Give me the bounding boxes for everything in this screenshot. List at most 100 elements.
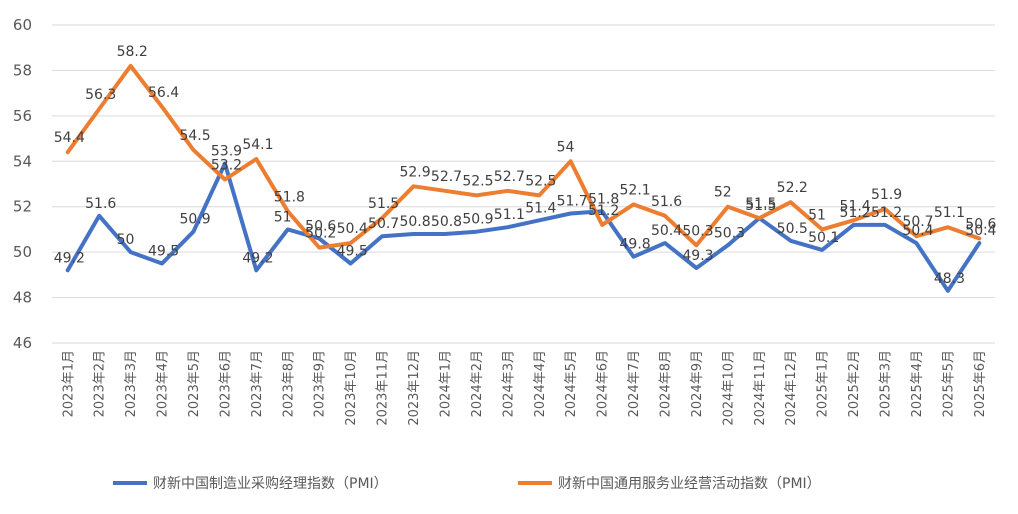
x-tick-label: 2023年4月 — [156, 350, 171, 417]
x-tick-label: 2025年6月 — [973, 350, 988, 417]
data-label-services: 51.5 — [745, 196, 776, 212]
data-label-services: 56.3 — [85, 87, 116, 103]
y-tick-label: 50 — [13, 243, 32, 261]
series-lines — [65, 63, 982, 293]
data-label-manufacturing: 50.9 — [179, 212, 210, 228]
legend-label-manufacturing: 财新中国制造业采购经理指数（PMI） — [153, 476, 388, 492]
data-label-manufacturing: 50 — [117, 232, 135, 248]
data-label-services: 52.5 — [462, 173, 493, 189]
data-label-services: 52.7 — [431, 169, 462, 185]
data-label-services: 51.9 — [871, 187, 902, 203]
x-tick-label: 2023年3月 — [124, 350, 139, 417]
x-tick-label: 2023年12月 — [407, 350, 422, 426]
data-label-services: 54.4 — [54, 130, 85, 146]
data-label-services: 54.1 — [242, 137, 273, 153]
data-label-manufacturing: 51.8 — [588, 191, 619, 207]
data-label-services: 51.5 — [368, 196, 399, 212]
data-label-manufacturing: 49.2 — [242, 250, 273, 266]
data-label-services: 52.1 — [620, 182, 651, 198]
data-label-services: 51.8 — [274, 189, 305, 205]
y-axis-ticks: 46 48 50 52 54 56 58 60 — [13, 16, 32, 352]
data-label-manufacturing: 50.9 — [462, 212, 493, 228]
data-label-services: 51.1 — [934, 205, 965, 221]
x-tick-label: 2024年4月 — [533, 350, 548, 417]
x-tick-label: 2024年11月 — [753, 350, 768, 426]
x-tick-label: 2023年6月 — [218, 350, 233, 417]
data-label-services: 52.5 — [525, 173, 556, 189]
data-label-services: 52 — [714, 185, 732, 201]
y-tick-label: 58 — [13, 61, 32, 79]
y-tick-label: 60 — [13, 16, 32, 34]
data-label-manufacturing: 51.5 — [745, 198, 776, 214]
data-label-services: 56.4 — [148, 85, 179, 101]
data-label-services: 53.2 — [211, 157, 242, 173]
series-line-services — [65, 63, 982, 250]
x-tick-label: 2023年5月 — [187, 350, 202, 417]
x-tick-label: 2024年7月 — [627, 350, 642, 417]
y-tick-label: 54 — [13, 152, 32, 170]
x-tick-label: 2024年2月 — [470, 350, 485, 417]
data-label-services: 51.2 — [588, 203, 619, 219]
data-label-manufacturing: 51.4 — [525, 200, 556, 216]
x-tick-label: 2023年1月 — [61, 350, 76, 417]
x-tick-label: 2024年9月 — [690, 350, 705, 417]
data-label-manufacturing: 51.7 — [557, 194, 588, 210]
x-tick-label: 2024年8月 — [659, 350, 674, 417]
data-label-services: 50.6 — [965, 217, 996, 233]
data-label-services: 50.7 — [902, 214, 933, 230]
data-label-manufacturing: 50.1 — [808, 230, 839, 246]
data-label-manufacturing: 49.5 — [148, 244, 179, 260]
x-tick-label: 2024年1月 — [438, 350, 453, 417]
data-label-manufacturing: 49.8 — [620, 237, 651, 253]
data-label-manufacturing: 50.7 — [368, 216, 399, 232]
data-label-manufacturing: 50.4 — [651, 223, 682, 239]
gridlines — [52, 24, 995, 344]
data-label-manufacturing: 50.8 — [399, 214, 430, 230]
data-label-services: 52.7 — [494, 169, 525, 185]
x-tick-label: 2024年10月 — [721, 350, 736, 426]
data-label-manufacturing: 50.3 — [714, 225, 745, 241]
data-label-manufacturing: 51.1 — [494, 207, 525, 223]
y-tick-label: 48 — [13, 289, 32, 307]
x-tick-label: 2025年2月 — [847, 350, 862, 417]
data-label-services: 54.5 — [179, 128, 210, 144]
x-tick-label: 2023年8月 — [281, 350, 296, 417]
y-tick-label: 56 — [13, 107, 32, 125]
x-tick-label: 2023年11月 — [376, 350, 391, 426]
x-tick-label: 2025年3月 — [879, 350, 894, 417]
data-label-manufacturing: 50.6 — [305, 219, 336, 235]
y-tick-label: 46 — [13, 334, 32, 352]
data-label-manufacturing: 48.3 — [934, 271, 965, 287]
data-label-services: 51.6 — [651, 194, 682, 210]
data-label-manufacturing: 50.5 — [777, 221, 808, 237]
x-tick-label: 2024年12月 — [784, 350, 799, 426]
data-label-manufacturing: 49.5 — [337, 244, 368, 260]
x-tick-label: 2025年4月 — [910, 350, 925, 417]
data-label-services: 50.3 — [682, 223, 713, 239]
data-label-manufacturing: 51.6 — [85, 196, 116, 212]
y-tick-label: 52 — [13, 198, 32, 216]
data-label-services: 51 — [808, 207, 826, 223]
x-tick-label: 2023年10月 — [344, 350, 359, 426]
data-label-services: 51.4 — [840, 198, 871, 214]
legend-label-services: 财新中国通用服务业经营活动指数（PMI） — [558, 476, 821, 492]
data-labels: 49.251.65049.550.953.949.25150.649.550.7… — [54, 44, 997, 287]
x-axis-ticks: 2023年1月 2023年2月 2023年3月 2023年4月 2023年5月 2023年… — [61, 350, 988, 426]
data-label-services: 50.2 — [305, 226, 336, 242]
legend: 财新中国制造业采购经理指数（PMI） 财新中国通用服务业经营活动指数（PMI） — [113, 476, 821, 492]
data-label-services: 58.2 — [117, 44, 148, 60]
x-tick-label: 2023年2月 — [93, 350, 108, 417]
data-label-manufacturing: 50.4 — [902, 223, 933, 239]
x-tick-label: 2024年3月 — [501, 350, 516, 417]
data-label-services: 52.2 — [777, 180, 808, 196]
data-label-services: 54 — [557, 139, 575, 155]
data-label-manufacturing: 50.4 — [965, 223, 996, 239]
x-tick-label: 2023年7月 — [250, 350, 265, 417]
data-label-manufacturing: 51.2 — [840, 205, 871, 221]
data-label-manufacturing: 51.2 — [871, 205, 902, 221]
x-tick-label: 2024年5月 — [564, 350, 579, 417]
data-label-manufacturing: 49.3 — [682, 248, 713, 264]
data-label-manufacturing: 53.9 — [211, 144, 242, 160]
x-tick-label: 2025年5月 — [941, 350, 956, 417]
